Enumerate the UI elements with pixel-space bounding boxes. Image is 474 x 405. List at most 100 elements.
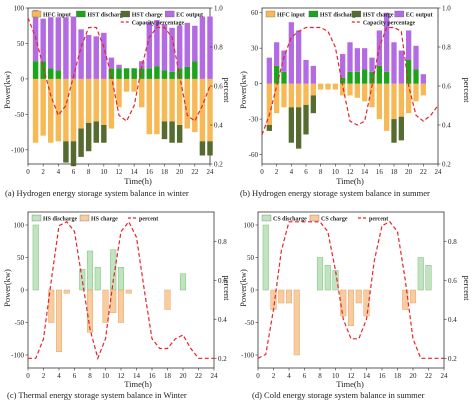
p0-bar-hfc-input-8: [85, 78, 92, 123]
p0-bar-ec-output-8: [85, 34, 92, 79]
p0-bar-ec-output-16: [146, 22, 153, 69]
p0-bar-ec-output-4: [55, 17, 62, 71]
p0-bar-ec-output-9: [93, 36, 99, 79]
p1-y2tick-label-0.4: 0.4: [442, 122, 451, 130]
p3-bar-cs-charge-2: [270, 289, 277, 310]
p1-xtick-label-20: 20: [405, 168, 413, 176]
p0-bar-hfc-input-4: [55, 78, 62, 142]
p0-bar-hfc-input-20: [176, 78, 183, 125]
p2-bar-hs-discharge-12: [117, 267, 125, 291]
p1-legend-swatch-0: [265, 10, 276, 18]
panel-thermal-winter: (c) Thermal energy storage system balanc…: [2, 211, 232, 400]
p3-y2tick-label-0.6: 0.6: [448, 277, 457, 285]
p2-bar-hs-charge-10: [102, 289, 109, 323]
p0-ytick-label-50: 50: [17, 40, 25, 48]
p1-bar-hst-discharge-2: [274, 65, 280, 84]
p0-ytick-label--50: -50: [15, 111, 25, 119]
p1-bar-ec-output-20: [406, 30, 412, 60]
p0-y2tick-label-0.6: 0.6: [214, 83, 223, 91]
p1-bar-ec-output-18: [391, 42, 397, 84]
p0-bar-hst-discharge-14: [131, 68, 137, 79]
xlabel-b: Time(h): [336, 176, 364, 186]
p1-bar-hst-discharge-3: [281, 71, 287, 84]
p1-line-capacity-percentage: [261, 26, 439, 136]
p0-bar-hfc-input-11: [108, 78, 115, 129]
p0-bar-hfc-input-16: [146, 78, 153, 135]
p3-bar-cs-charge-13: [355, 289, 362, 304]
p0-xtick-label-4: 4: [57, 168, 61, 176]
p0-bar-hst-charge-18: [161, 121, 168, 140]
p0-bar-ec-output-10: [101, 32, 107, 79]
p2-legend-label-2: percent: [139, 217, 158, 223]
p0-ytick-label--100: -100: [11, 146, 24, 154]
p0-bar-ec-output-11: [108, 57, 115, 69]
p1-bar-ec-output-7: [310, 65, 316, 84]
panel-cold-summer: (d) Cold energy storage system balance i…: [238, 211, 472, 400]
p3-ytick-label-0: 0: [251, 287, 255, 295]
p3-bar-cs-charge-4: [285, 289, 293, 304]
p3-xtick-label-10: 10: [332, 372, 340, 380]
p2-bar-hs-charge-8: [86, 289, 94, 333]
y2label-c: percent: [222, 275, 232, 301]
p2-bar-hs-charge-3: [48, 289, 55, 323]
p0-bar-hfc-input-14: [131, 78, 137, 92]
p1-legend-swatch-2: [351, 10, 362, 18]
p0-legend-swatch-3: [165, 10, 175, 18]
p1-bar-hfc-input-16: [376, 83, 382, 120]
p2-ytick-label--50: -50: [15, 319, 25, 327]
p1-bar-ec-output-15: [369, 57, 375, 72]
p1-ytick-label--60: -60: [249, 151, 259, 159]
p0-bar-hfc-input-5: [63, 78, 69, 142]
p3-bar-cs-discharge-9: [324, 265, 331, 291]
p1-bar-ec-output-17: [384, 12, 390, 72]
p0-bar-hst-charge-8: [85, 122, 92, 152]
p1-bar-hfc-input-2: [274, 83, 280, 114]
p1-bar-hst-discharge-20: [406, 60, 412, 84]
p3-y2tick-label-0.2: 0.2: [448, 355, 457, 363]
p1-bar-hst-charge-6: [303, 104, 309, 135]
p0-legend-label-0: HFC input: [43, 13, 71, 19]
p2-bar-hs-charge-12: [117, 289, 125, 323]
p1-xtick-label-4: 4: [290, 168, 294, 176]
p1-bar-ec-output-6: [303, 60, 309, 84]
p0-xtick-label-12: 12: [116, 168, 124, 176]
p0-bar-ec-output-1: [32, 10, 39, 62]
p3-bar-cs-discharge-8: [316, 257, 324, 291]
p3-bar-cs-charge-11: [340, 289, 347, 317]
panel-hydrogen-summer: (b) Hydrogen energy storage system balan…: [238, 5, 472, 199]
p1-bar-hst-discharge-17: [384, 71, 390, 84]
p0-legend-label-2: HST charge: [132, 13, 163, 19]
p0-xtick-label-18: 18: [161, 168, 169, 176]
p0-xtick-label-20: 20: [176, 168, 184, 176]
p0-bar-hfc-input-2: [40, 78, 46, 136]
p1-bar-hst-charge-1: [266, 125, 272, 131]
p0-line-capacity-percentage: [27, 17, 211, 123]
p2-ytick-label-100: 100: [14, 222, 25, 230]
p3-xtick-label-2: 2: [272, 372, 276, 380]
p0-xtick-label-2: 2: [41, 168, 45, 176]
p1-bar-ec-output-11: [340, 54, 346, 78]
p1-bar-hst-discharge-15: [369, 71, 375, 84]
p1-bar-hfc-input-22: [420, 83, 426, 96]
p1-legend-label-3: EC output: [406, 13, 433, 19]
p3-xtick-label-18: 18: [394, 372, 402, 380]
p1-bar-ec-output-3: [281, 50, 287, 72]
p1-xtick-label-16: 16: [376, 168, 384, 176]
p1-xtick-label-0: 0: [260, 168, 264, 176]
p0-bar-ec-output-7: [78, 29, 84, 79]
p2-legend-label-0: HS discharge: [43, 217, 78, 223]
p1-legend-label-0: HFC input: [277, 13, 305, 19]
p1-y2tick-label-0.8: 0.8: [442, 44, 451, 52]
p0-xtick-label-8: 8: [87, 168, 91, 176]
p0-ytick-label-0: 0: [21, 75, 25, 83]
p2-bar-hs-discharge-20: [179, 273, 187, 291]
p0-bar-hfc-input-1: [32, 78, 39, 143]
p3-xtick-label-4: 4: [287, 372, 291, 380]
p0-bar-hfc-input-21: [184, 78, 190, 129]
p1-xtick-label-24: 24: [435, 168, 443, 176]
p2-xtick-label-14: 14: [133, 372, 141, 380]
p0-legend-label-1: HST discharge: [87, 13, 125, 19]
p0-ytick-label-100: 100: [14, 5, 25, 13]
p0-bar-ec-output-24: [207, 16, 213, 79]
